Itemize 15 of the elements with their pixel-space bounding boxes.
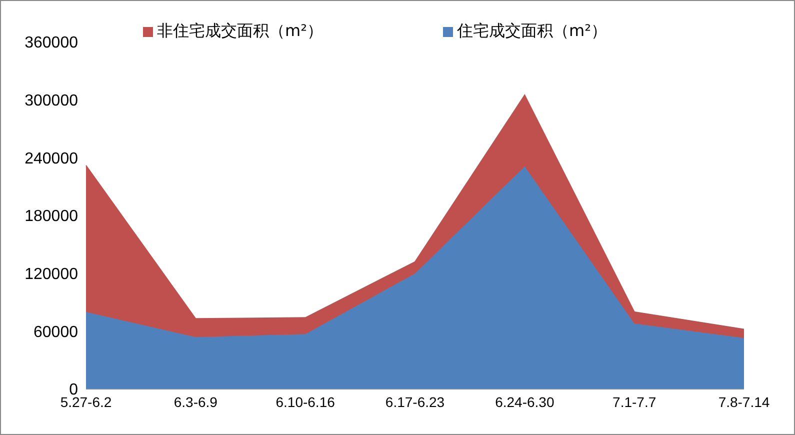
x-tick-label: 6.24-6.30: [495, 394, 554, 410]
y-tick-label: 240000: [24, 150, 78, 168]
y-tick-label: 180000: [24, 208, 78, 226]
legend-label: 住宅成交面积（m²）: [456, 21, 607, 42]
y-tick-label: 60000: [34, 324, 78, 341]
x-tick-label: 6.17-6.23: [385, 394, 445, 410]
x-tick-label: 5.27-6.2: [60, 394, 112, 410]
x-tick-label: 6.10-6.16: [276, 394, 336, 410]
y-tick-label: 300000: [24, 92, 78, 110]
y-tick-label: 360000: [24, 34, 78, 52]
y-tick-label: 120000: [24, 266, 78, 284]
x-tick-label: 6.3-6.9: [174, 394, 218, 410]
x-tick-label: 7.1-7.7: [612, 394, 656, 410]
x-tick-label: 7.8-7.14: [718, 394, 770, 410]
legend-label: 非住宅成交面积（m²）: [156, 21, 323, 42]
